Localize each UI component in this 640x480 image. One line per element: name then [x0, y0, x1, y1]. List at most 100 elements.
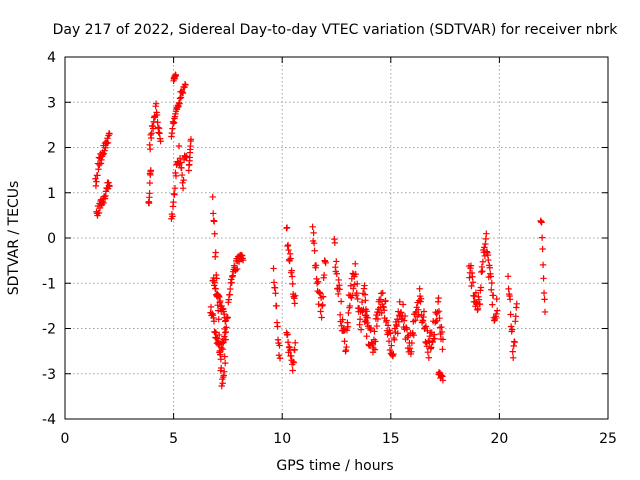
data-point: [289, 367, 296, 374]
x-tick-label: 25: [599, 431, 617, 447]
axis-ticks: -4 -3 -2 -1 0 1 2 3 4 0 5 10 15 20 25: [42, 50, 617, 447]
data-point: [377, 296, 384, 303]
data-point: [178, 164, 185, 172]
data-point: [285, 246, 292, 254]
data-point: [353, 289, 360, 297]
data-point: [415, 311, 422, 318]
data-point: [102, 144, 109, 151]
data-point: [211, 279, 218, 286]
data-point: [177, 94, 185, 101]
data-point: [313, 280, 321, 287]
data-point: [292, 339, 299, 347]
data-point: [221, 368, 228, 375]
data-point: [222, 317, 229, 324]
data-point: [146, 179, 154, 187]
data-point: [146, 190, 153, 197]
data-point: [511, 339, 518, 346]
data-point: [401, 312, 409, 320]
data-point: [346, 302, 354, 310]
data-point: [385, 337, 393, 345]
data-point: [175, 142, 183, 150]
data-point: [363, 333, 370, 340]
data-point: [287, 255, 294, 262]
data-point: [352, 260, 359, 268]
data-point: [331, 239, 339, 247]
data-point: [311, 247, 318, 254]
data-point: [362, 297, 369, 304]
data-point: [291, 300, 298, 307]
data-point: [358, 298, 366, 306]
data-point: [171, 185, 179, 192]
data-point: [393, 322, 400, 330]
data-point: [493, 310, 500, 318]
data-point: [215, 307, 222, 314]
x-tick-label: 10: [273, 431, 291, 447]
data-point: [94, 172, 101, 179]
y-axis-label: SDTVAR / TECUs: [6, 181, 22, 296]
y-tick-label: 1: [47, 186, 56, 202]
data-point: [288, 273, 296, 280]
data-point: [171, 191, 178, 198]
data-point: [210, 274, 217, 282]
data-point: [494, 307, 501, 314]
data-point: [218, 364, 225, 372]
data-point: [390, 350, 397, 358]
data-point: [227, 285, 234, 293]
data-point: [486, 264, 493, 271]
y-tick-label: -4: [42, 412, 56, 428]
y-tick-label: 3: [47, 95, 56, 111]
data-point: [374, 315, 382, 323]
data-point: [212, 249, 219, 256]
data-point: [394, 330, 401, 337]
data-point: [216, 293, 223, 301]
data-point: [336, 286, 343, 293]
data-point: [350, 285, 357, 292]
data-point: [436, 314, 443, 322]
data-point: [284, 331, 291, 338]
data-point: [396, 298, 403, 306]
data-point: [541, 296, 548, 303]
data-point: [212, 329, 220, 336]
data-point: [333, 270, 340, 277]
data-point: [489, 301, 496, 308]
data-point: [386, 346, 394, 354]
data-point: [364, 314, 371, 322]
data-point: [333, 258, 340, 265]
data-point: [212, 285, 219, 293]
data-point: [373, 311, 380, 319]
data-point: [397, 309, 405, 316]
data-point: [93, 178, 100, 185]
data-point: [219, 345, 227, 353]
data-point: [232, 266, 239, 274]
data-point: [182, 81, 189, 89]
data-point: [183, 153, 190, 160]
data-point: [481, 244, 488, 251]
data-point: [488, 279, 495, 287]
data-point: [106, 130, 113, 138]
data-point: [272, 290, 279, 297]
x-axis-label: GPS time / hours: [276, 458, 393, 474]
data-point: [538, 219, 545, 226]
data-point: [435, 294, 442, 302]
data-point: [513, 300, 520, 308]
data-point: [504, 273, 512, 280]
data-point: [320, 271, 328, 279]
data-point: [222, 359, 229, 367]
data-point: [309, 223, 316, 230]
data-point: [417, 295, 425, 302]
data-point: [316, 290, 324, 297]
data-point: [361, 282, 368, 289]
data-point: [315, 300, 322, 308]
data-point: [435, 308, 443, 315]
data-point: [284, 339, 292, 346]
data-point: [104, 139, 112, 147]
data-point: [314, 278, 322, 285]
data-point: [233, 265, 241, 273]
data-point: [474, 305, 482, 313]
data-point: [512, 313, 519, 320]
data-point: [310, 239, 318, 247]
data-point: [479, 258, 487, 265]
data-point: [353, 280, 361, 288]
data-point: [148, 130, 155, 137]
data-point: [372, 338, 379, 345]
